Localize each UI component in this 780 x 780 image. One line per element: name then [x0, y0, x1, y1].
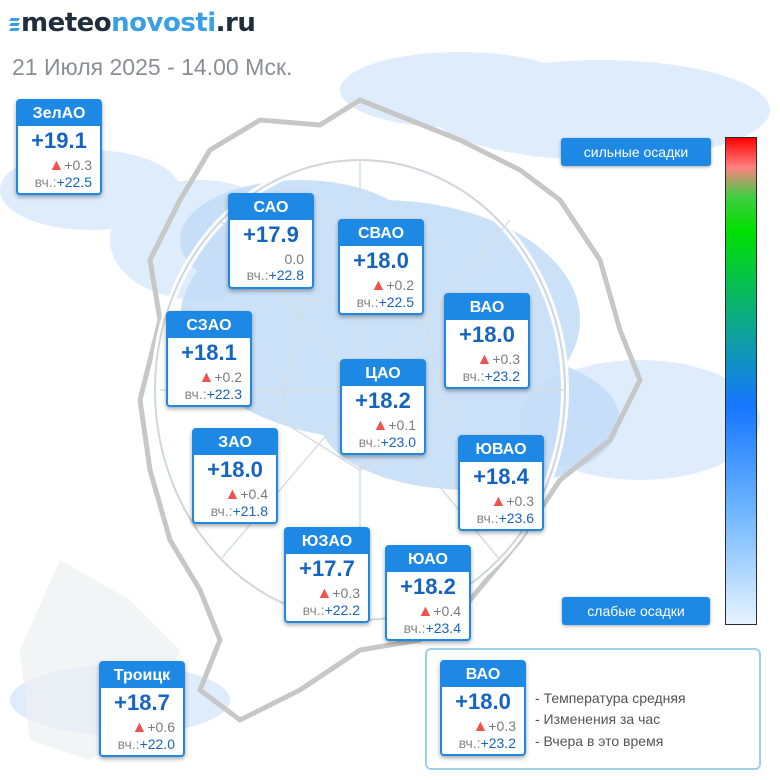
district-name: Троицк — [101, 663, 183, 688]
legend-sample-card: ВАО +18.0 ▲+0.3 вч.:+23.2 — [440, 660, 526, 756]
trend-up-icon: ▲ — [198, 369, 215, 386]
district-name: ЮАО — [387, 547, 469, 572]
district-card-yuzao: ЮЗАО +17.7 ▲+0.3 вч.:+22.2 — [284, 527, 370, 623]
logo-text-ru: .ru — [215, 8, 256, 38]
district-change: ▲+0.4 — [224, 486, 268, 503]
district-temp: +18.0 — [353, 248, 409, 273]
district-yesterday: вч.:+23.2 — [458, 735, 516, 751]
district-temp: +18.0 — [207, 457, 263, 482]
precipitation-color-scale — [725, 137, 757, 625]
district-card-yuao: ЮАО +18.2 ▲+0.4 вч.:+23.4 — [385, 545, 471, 641]
district-card-sao: САО +17.9 0.0 вч.:+22.8 — [228, 193, 314, 289]
site-logo[interactable]: meteonovosti.ru — [9, 8, 256, 38]
district-card-vao: ВАО +18.0 ▲+0.3 вч.:+23.2 — [444, 293, 530, 389]
district-name: САО — [230, 195, 312, 220]
legend-line-yesterday: - Вчера в это время — [535, 733, 664, 749]
district-card-zelao: ЗелАО +19.1 ▲+0.3 вч.:+22.5 — [16, 99, 102, 195]
district-name: ЮВАО — [460, 437, 542, 462]
district-card-yuvao: ЮВАО +18.4 ▲+0.3 вч.:+23.6 — [458, 435, 544, 531]
district-change: ▲+0.3 — [476, 351, 520, 368]
logo-text-meteo: meteo — [21, 8, 112, 38]
district-name: ВАО — [446, 295, 528, 320]
district-name: ЗАО — [194, 430, 276, 455]
district-temp: +18.7 — [114, 690, 170, 715]
district-change: ▲+0.3 — [472, 718, 516, 735]
district-temp: +18.1 — [181, 340, 237, 365]
scale-label-heavy: сильные осадки — [561, 138, 711, 166]
trend-up-icon: ▲ — [472, 718, 489, 735]
trend-up-icon: ▲ — [48, 157, 65, 174]
district-change: ▲+0.2 — [198, 369, 242, 386]
district-temp: +18.2 — [355, 388, 411, 413]
district-name: СВАО — [340, 221, 422, 246]
district-yesterday: вч.:+22.5 — [34, 174, 92, 190]
district-card-zao: ЗАО +18.0 ▲+0.4 вч.:+21.8 — [192, 428, 278, 524]
district-change: ▲+0.6 — [131, 719, 175, 736]
district-temp: +18.0 — [455, 689, 511, 714]
district-change: ▲+0.1 — [372, 417, 416, 434]
trend-up-icon: ▲ — [131, 719, 148, 736]
district-name: ЦАО — [342, 361, 424, 386]
district-card-cao: ЦАО +18.2 ▲+0.1 вч.:+23.0 — [340, 359, 426, 455]
district-change: ▲+0.4 — [417, 603, 461, 620]
district-change: ▲+0.2 — [370, 277, 414, 294]
trend-up-icon: ▲ — [490, 493, 507, 510]
district-change: ▲+0.3 — [316, 585, 360, 602]
district-name: СЗАО — [168, 313, 250, 338]
district-card-troitsk: Троицк +18.7 ▲+0.6 вч.:+22.0 — [99, 661, 185, 757]
district-temp: +18.4 — [473, 464, 529, 489]
district-yesterday: вч.:+21.8 — [210, 503, 268, 519]
district-yesterday: вч.:+22.8 — [246, 267, 304, 283]
district-yesterday: вч.:+23.4 — [403, 620, 461, 636]
district-name: ЗелАО — [18, 101, 100, 126]
trend-up-icon: ▲ — [370, 277, 387, 294]
district-change: 0.0 — [284, 251, 304, 267]
date-time-label: 21 Июля 2025 - 14.00 Мск. — [12, 54, 293, 80]
district-yesterday: вч.:+22.3 — [184, 386, 242, 402]
logo-mark-icon — [9, 17, 20, 31]
district-temp: +17.7 — [299, 556, 355, 581]
district-yesterday: вч.:+22.0 — [117, 736, 175, 752]
district-yesterday: вч.:+23.6 — [476, 510, 534, 526]
district-name: ЮЗАО — [286, 529, 368, 554]
district-yesterday: вч.:+23.2 — [462, 368, 520, 384]
trend-up-icon: ▲ — [417, 603, 434, 620]
district-temp: +18.2 — [400, 574, 456, 599]
scale-label-light: слабые осадки — [562, 597, 710, 625]
trend-up-icon: ▲ — [476, 351, 493, 368]
legend-line-temp: - Температура средняя — [535, 690, 686, 706]
district-card-svao: СВАО +18.0 ▲+0.2 вч.:+22.5 — [338, 219, 424, 315]
district-yesterday: вч.:+23.0 — [358, 434, 416, 450]
district-change: ▲+0.3 — [48, 157, 92, 174]
legend-line-change: - Изменения за час — [535, 711, 661, 727]
district-temp: +19.1 — [31, 128, 87, 153]
trend-up-icon: ▲ — [224, 486, 241, 503]
trend-up-icon: ▲ — [372, 417, 389, 434]
trend-up-icon: ▲ — [316, 585, 333, 602]
district-card-szao: СЗАО +18.1 ▲+0.2 вч.:+22.3 — [166, 311, 252, 407]
logo-text-novosti: novosti — [111, 8, 216, 38]
district-yesterday: вч.:+22.2 — [302, 602, 360, 618]
district-temp: +18.0 — [459, 322, 515, 347]
district-name: ВАО — [442, 662, 524, 687]
district-change: ▲+0.3 — [490, 493, 534, 510]
district-yesterday: вч.:+22.5 — [356, 294, 414, 310]
district-temp: +17.9 — [243, 222, 299, 247]
